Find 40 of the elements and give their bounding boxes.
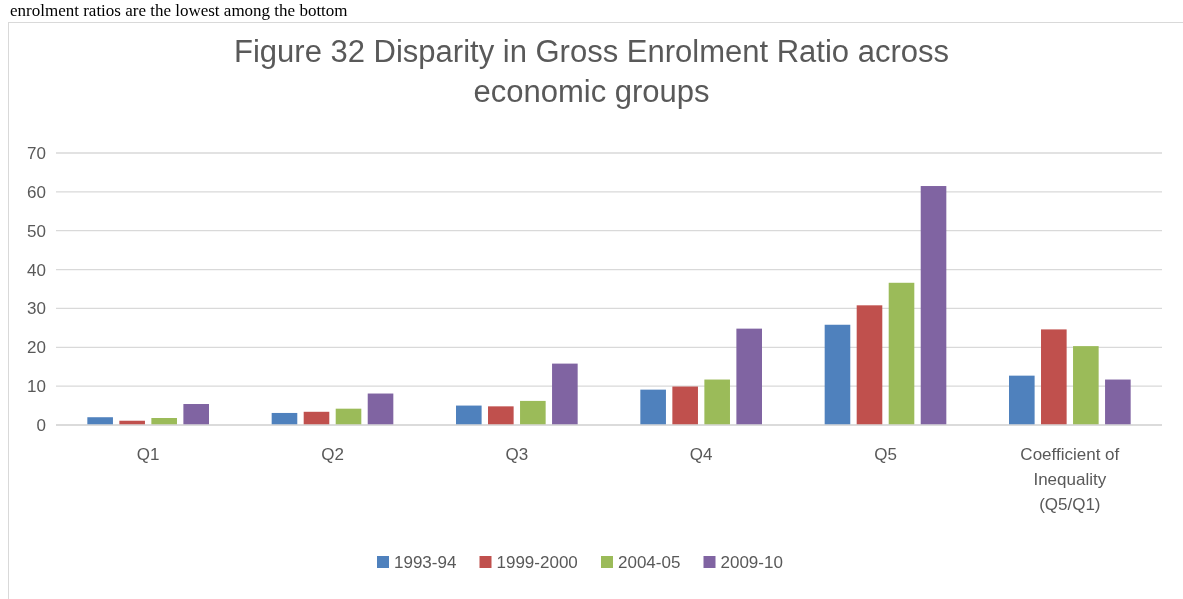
bar bbox=[824, 324, 851, 425]
bar bbox=[456, 405, 482, 425]
x-tick-label: Q4 bbox=[689, 445, 713, 464]
x-tick-label: Q5 bbox=[874, 445, 897, 464]
x-tick-label: Q3 bbox=[505, 445, 529, 464]
bar bbox=[640, 389, 666, 425]
text: enrolment ratios are the lowest among the bottom bbox=[10, 1, 348, 20]
bar bbox=[367, 393, 394, 425]
legend-label: 1999-2000 bbox=[496, 553, 578, 572]
legend-label: 1993-94 bbox=[394, 553, 457, 572]
bar bbox=[920, 186, 947, 425]
bar bbox=[488, 406, 514, 425]
x-tick-label: Coefficient of Inequality (Q5/Q1) bbox=[1020, 445, 1120, 514]
bar bbox=[520, 400, 546, 425]
legend-label: 2004-05 bbox=[618, 553, 681, 572]
y-tick-label: 50 bbox=[27, 221, 46, 241]
bar bbox=[704, 379, 730, 425]
bar bbox=[856, 305, 883, 425]
chart-title: Figure 32 Disparity in Gross Enrolment Ratio across economic groups bbox=[234, 34, 949, 109]
bar bbox=[672, 386, 698, 425]
bar bbox=[87, 417, 113, 425]
y-tick-label: 20 bbox=[27, 338, 46, 358]
x-tick-label: Q1 bbox=[136, 445, 160, 464]
y-tick-label: 40 bbox=[27, 260, 46, 280]
bar bbox=[335, 408, 362, 425]
bar bbox=[1073, 346, 1099, 425]
bar bbox=[1009, 375, 1035, 425]
bar bbox=[736, 328, 762, 425]
x-tick-label: Q2 bbox=[321, 445, 344, 464]
y-tick-label: 60 bbox=[27, 182, 46, 202]
bar bbox=[1105, 379, 1131, 425]
y-tick-label: 0 bbox=[36, 416, 46, 435]
bar bbox=[1041, 329, 1067, 425]
bar bbox=[183, 404, 209, 425]
legend-label: 2009-10 bbox=[720, 553, 783, 572]
y-tick-label: 10 bbox=[27, 377, 46, 397]
bar bbox=[552, 363, 578, 425]
y-tick-label: 30 bbox=[27, 299, 46, 319]
bar bbox=[888, 282, 915, 425]
y-tick-label: 70 bbox=[27, 144, 46, 163]
